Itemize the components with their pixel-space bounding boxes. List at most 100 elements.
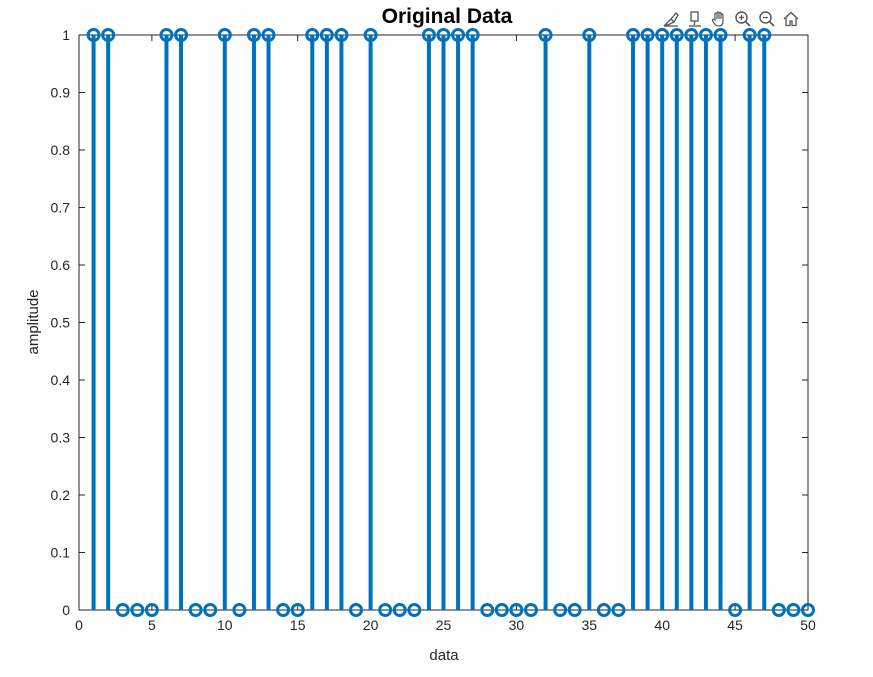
stem-marker [786,603,801,617]
stem-marker [421,28,436,42]
brush-icon [663,12,679,27]
stem-marker [305,28,320,42]
stem-33 [553,603,568,617]
stem-47 [757,28,772,610]
stem-marker [713,28,728,42]
stem-40 [655,28,670,610]
stem-37 [611,603,626,617]
stem-marker [276,603,291,617]
stem-marker [611,603,626,617]
stem-marker [494,603,509,617]
stem-marker [115,603,130,617]
stem-7 [174,28,189,610]
stem-32 [538,28,553,610]
stem-marker [742,28,757,42]
stem-42 [684,28,699,610]
stem-marker [582,28,597,42]
x-tick-label: 30 [509,617,525,633]
stem-36 [596,603,611,617]
stem-46 [742,28,757,610]
stem-marker [698,28,713,42]
axes-toolbar [660,8,802,32]
stem-marker [261,28,276,42]
x-tick-label: 15 [290,617,306,633]
stem-19 [349,603,364,617]
stem-45 [728,603,743,617]
stem-23 [407,603,422,617]
stem-10 [217,28,232,610]
y-tick-label: 0.4 [51,372,71,388]
zoom-out-icon [759,11,775,27]
zoom-in-button[interactable] [732,8,754,30]
stem-1 [86,28,101,610]
stem-marker [669,28,684,42]
stem-43 [698,28,713,610]
x-tick-label: 10 [217,617,233,633]
stem-marker [640,28,655,42]
brush-button[interactable] [660,8,682,30]
datatip-icon [689,11,701,27]
stem-2 [101,28,116,610]
stem-27 [465,28,480,610]
stem-18 [334,28,349,610]
stem-41 [669,28,684,610]
x-tick-label: 20 [363,617,379,633]
stem-marker [728,603,743,617]
stem-marker [626,28,641,42]
stem-20 [363,28,378,610]
stem-marker [655,28,670,42]
y-tick-label: 0.7 [51,200,71,216]
y-tick-label: 0.5 [51,315,71,331]
stem-21 [378,603,393,617]
stem-8 [188,603,203,617]
stem-marker [465,28,480,42]
stem-44 [713,28,728,610]
x-tick-label: 40 [654,617,670,633]
stem-series [86,28,815,617]
stem-9 [203,603,218,617]
stem-marker [509,603,524,617]
x-tick-label: 5 [148,617,156,633]
y-tick-label: 0 [62,602,70,618]
stem-6 [159,28,174,610]
datatip-button[interactable] [684,8,706,30]
stem-marker [349,603,364,617]
home-icon [783,11,799,27]
stem-24 [421,28,436,610]
stem-marker [684,28,699,42]
x-tick-label: 45 [727,617,743,633]
stem-12 [246,28,261,610]
stem-marker [451,28,466,42]
x-axis-label: data [429,647,459,664]
home-button[interactable] [780,8,802,30]
stem-marker [523,603,538,617]
y-tick-label: 0.6 [51,257,71,273]
x-tick-label: 25 [436,617,452,633]
zoom-out-button[interactable] [756,8,778,30]
y-tick-label: 0.9 [51,85,71,101]
stem-14 [276,603,291,617]
stem-marker [246,28,261,42]
stem-25 [436,28,451,610]
x-tick-label: 50 [800,617,816,633]
y-tick-labels: 0 0.1 0.2 0.3 0.4 0.5 0.6 0.7 0.8 0.9 1 [51,27,71,618]
pan-hand-icon [711,11,724,27]
stem-marker [334,28,349,42]
stem-marker [101,28,116,42]
pan-button[interactable] [708,8,730,30]
stem-marker [232,603,247,617]
stem-35 [582,28,597,610]
zoom-in-icon [735,11,751,27]
stem-marker [319,28,334,42]
stem-marker [363,28,378,42]
stem-marker [801,603,815,617]
stem-marker [567,603,582,617]
stem-marker [771,603,786,617]
stem-marker [217,28,232,42]
stem-marker [203,603,218,617]
stem-48 [771,603,786,617]
stem-49 [786,603,801,617]
stem-marker [757,28,772,42]
stem-marker [86,28,101,42]
